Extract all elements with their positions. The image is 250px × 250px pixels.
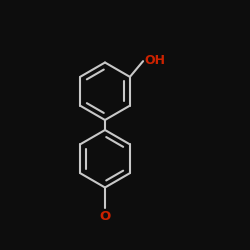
Text: OH: OH xyxy=(144,54,165,67)
Text: O: O xyxy=(100,210,110,224)
